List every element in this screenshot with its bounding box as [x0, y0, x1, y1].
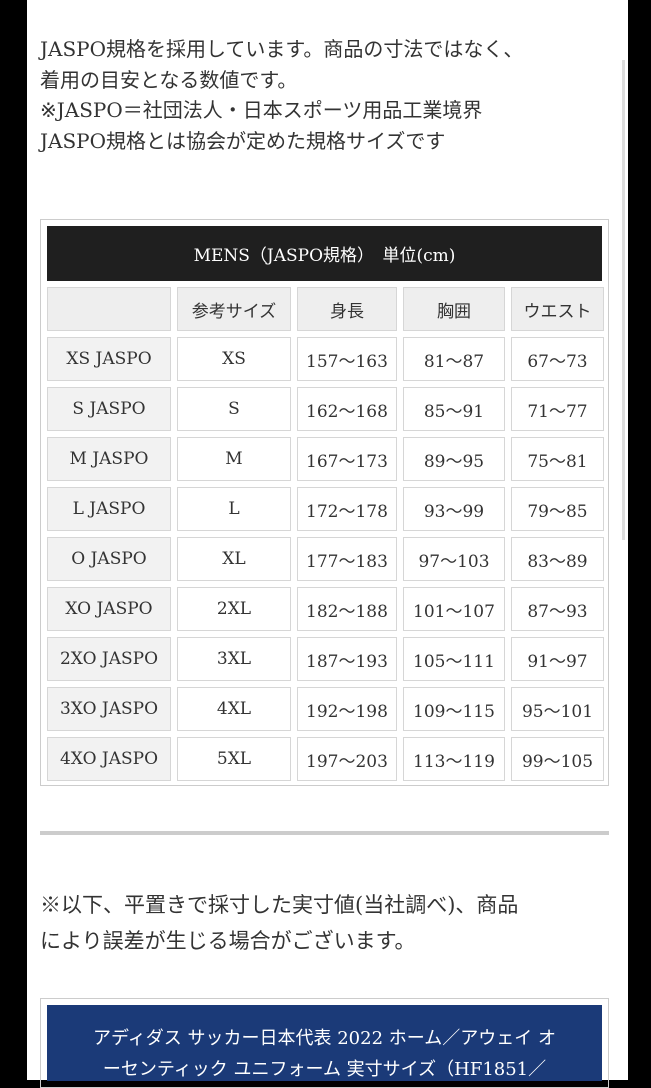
measurement-note: ※以下、平置きで採寸した実寸値(当社調べ)、商品 により誤差が生じる場合がござい… — [40, 887, 518, 959]
table-cell: 89〜95 — [403, 437, 505, 481]
row-label: XS JASPO — [47, 337, 171, 381]
column-header: 参考サイズ — [177, 287, 291, 331]
note-line: により誤差が生じる場合がございます。 — [40, 929, 416, 953]
product-title-line: ーセンティック ユニフォーム 実寸サイズ（HF1851／ — [102, 1059, 547, 1080]
row-label: 3XO JASPO — [47, 687, 171, 731]
product-section: アディダス サッカー日本代表 2022 ホーム／アウェイ オ ーセンティック ユ… — [40, 998, 609, 1088]
size-table: MENS（JASPO規格） 単位(cm) 参考サイズ 身長 胸囲 ウエスト XS JAS… — [40, 219, 609, 786]
table-cell: 87〜93 — [511, 587, 604, 631]
table-cell: 192〜198 — [297, 687, 397, 731]
table-cell: 2XL — [177, 587, 291, 631]
row-label: S JASPO — [47, 387, 171, 431]
table-cell: 99〜105 — [511, 737, 604, 781]
table-cell: 109〜115 — [403, 687, 505, 731]
table-cell: 97〜103 — [403, 537, 505, 581]
row-label: L JASPO — [47, 487, 171, 531]
table-cell: 91〜97 — [511, 637, 604, 681]
row-label: O JASPO — [47, 537, 171, 581]
table-cell: 67〜73 — [511, 337, 604, 381]
intro-text: JASPO規格を採用しています。商品の寸法ではなく、 着用の目安となる数値です。… — [40, 34, 523, 156]
table-cell: 3XL — [177, 637, 291, 681]
scrollbar[interactable] — [622, 60, 625, 540]
table-cell: 101〜107 — [403, 587, 505, 631]
table-cell: 187〜193 — [297, 637, 397, 681]
product-title: アディダス サッカー日本代表 2022 ホーム／アウェイ オ ーセンティック ユ… — [47, 1005, 602, 1081]
table-title: MENS（JASPO規格） 単位(cm) — [47, 226, 602, 281]
intro-line: ※JASPO＝社団法人・日本スポーツ用品工業境界 — [40, 98, 483, 122]
table-cell: M — [177, 437, 291, 481]
intro-line: 着用の目安となる数値です。 — [40, 67, 298, 92]
column-header — [47, 287, 171, 331]
table-cell: S — [177, 387, 291, 431]
table-cell: 157〜163 — [297, 337, 397, 381]
table-cell: 71〜77 — [511, 387, 604, 431]
table-cell: 79〜85 — [511, 487, 604, 531]
row-label: M JASPO — [47, 437, 171, 481]
table-cell: L — [177, 487, 291, 531]
column-header: ウエスト — [511, 287, 604, 331]
note-line: ※以下、平置きで採寸した実寸値(当社調べ)、商品 — [40, 893, 519, 917]
intro-line: JASPO規格を採用しています。商品の寸法ではなく、 — [40, 37, 524, 61]
table-cell: 172〜178 — [297, 487, 397, 531]
table-cell: 81〜87 — [403, 337, 505, 381]
table-cell: 4XL — [177, 687, 291, 731]
row-label: XO JASPO — [47, 587, 171, 631]
table-cell: 182〜188 — [297, 587, 397, 631]
table-cell: 95〜101 — [511, 687, 604, 731]
table-cell: 85〜91 — [403, 387, 505, 431]
table-cell: 177〜183 — [297, 537, 397, 581]
table-cell: 167〜173 — [297, 437, 397, 481]
table-cell: 93〜99 — [403, 487, 505, 531]
table-grid: 参考サイズ 身長 胸囲 ウエスト XS JASPO XS 157〜163 81〜87 67〜73… — [47, 287, 604, 781]
divider — [40, 831, 609, 835]
column-header: 胸囲 — [403, 287, 505, 331]
table-cell: 5XL — [177, 737, 291, 781]
column-header: 身長 — [297, 287, 397, 331]
row-label: 4XO JASPO — [47, 737, 171, 781]
intro-line: JASPO規格とは協会が定めた規格サイズです — [40, 128, 446, 153]
table-cell: 83〜89 — [511, 537, 604, 581]
table-cell: XL — [177, 537, 291, 581]
table-cell: XS — [177, 337, 291, 381]
table-cell: 197〜203 — [297, 737, 397, 781]
row-label: 2XO JASPO — [47, 637, 171, 681]
table-cell: 75〜81 — [511, 437, 604, 481]
product-title-line: アディダス サッカー日本代表 2022 ホーム／アウェイ オ — [93, 1028, 556, 1049]
page: JASPO規格を採用しています。商品の寸法ではなく、 着用の目安となる数値です。… — [27, 0, 628, 1088]
table-cell: 162〜168 — [297, 387, 397, 431]
table-cell: 105〜111 — [403, 637, 505, 681]
table-cell: 113〜119 — [403, 737, 505, 781]
